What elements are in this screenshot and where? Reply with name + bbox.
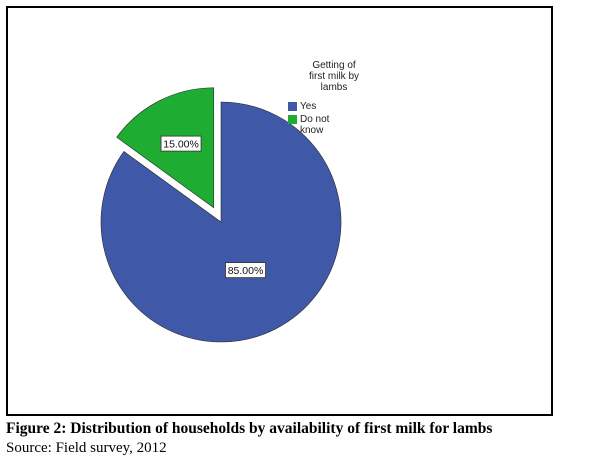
legend-title: Getting of first milk by lambs — [309, 60, 359, 93]
data-label-yes: 85.00% — [225, 262, 266, 279]
svg-text:85.00%: 85.00% — [228, 265, 264, 277]
legend-label-do-not-know: Do not know — [300, 114, 330, 136]
svg-text:15.00%: 15.00% — [163, 138, 199, 150]
pie-chart: 85.00% 15.00% — [100, 87, 342, 343]
legend-label-yes: Yes — [300, 101, 317, 112]
chart-frame: 85.00% 15.00% Getting of first milk by la… — [6, 6, 553, 416]
legend-swatch-do-not-know — [288, 115, 297, 124]
figure-source: Source: Field survey, 2012 — [6, 440, 167, 456]
legend-swatch-yes — [288, 102, 297, 111]
data-label-do-not-know: 15.00% — [160, 135, 202, 152]
figure-caption: Figure 2: Distribution of households by … — [6, 420, 493, 437]
pie-slice-yes — [100, 101, 342, 343]
